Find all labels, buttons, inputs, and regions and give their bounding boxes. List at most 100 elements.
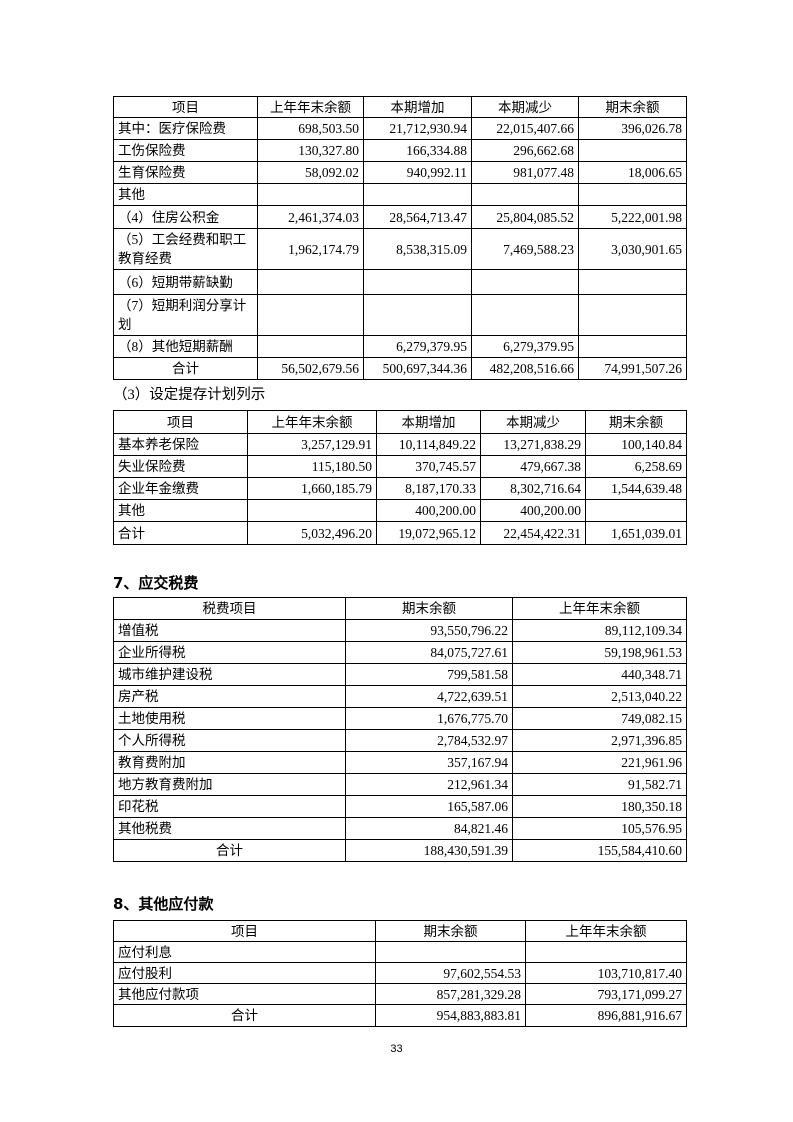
cell-value: 166,334.88 [363, 139, 472, 162]
table-row: 失业保险费 115,180.50 370,745.57 479,667.38 6,258… [113, 455, 687, 478]
table-row: 企业年金缴费 1,660,185.79 8,187,170.33 8,302,716.… [113, 477, 687, 500]
table-row: （8）其他短期薪酬 6,279,379.95 6,279,379.95 [113, 335, 687, 358]
taxes-payable-table: 税费项目 期末余额 上年年末余额 增值税 93,550,796.22 89,112,109… [113, 597, 687, 862]
cell-value: 799,581.58 [345, 663, 513, 686]
row-label: 合计 [113, 1004, 376, 1027]
table-row: 个人所得税 2,784,532.97 2,971,396.85 [113, 729, 687, 752]
cell-value: 1,660,185.79 [247, 477, 377, 500]
other-payables-heading: 8、其他应付款 [113, 895, 214, 913]
cell-value [257, 294, 364, 336]
cell-value [363, 183, 472, 206]
cell-value: 180,350.18 [512, 795, 687, 818]
cell-value [578, 269, 687, 295]
page-number: 33 [390, 1043, 403, 1055]
row-label: 合计 [113, 357, 258, 380]
cell-value: 59,198,961.53 [512, 641, 687, 664]
cell-value: 4,722,639.51 [345, 685, 513, 708]
cell-value: 2,461,374.03 [257, 205, 364, 229]
cell-value: 89,112,109.34 [512, 619, 687, 642]
column-header: 期末余额 [345, 597, 513, 620]
cell-value: 7,469,588.23 [471, 228, 579, 270]
row-label: 合计 [113, 839, 346, 862]
table-row: 工伤保险费 130,327.80 166,334.88 296,662.68 [113, 139, 687, 162]
cell-value [578, 294, 687, 336]
column-header: 税费项目 [113, 597, 346, 620]
cell-value: 6,279,379.95 [471, 335, 579, 358]
cell-value: 857,281,329.28 [375, 983, 526, 1005]
table-row: （5）工会经费和职工教育经费 1,962,174.79 8,538,315.09 7,… [113, 228, 687, 270]
cell-value: 698,503.50 [257, 117, 364, 140]
row-label: 其中：医疗保险费 [113, 117, 258, 140]
column-header: 本期增加 [376, 410, 481, 434]
column-header: 上年年末余额 [257, 96, 364, 118]
cell-value [471, 294, 579, 336]
cell-value: 793,171,099.27 [525, 983, 687, 1005]
cell-value: 221,961.96 [512, 751, 687, 774]
cell-value: 8,538,315.09 [363, 228, 472, 270]
cell-value: 1,676,775.70 [345, 707, 513, 730]
row-label: （8）其他短期薪酬 [113, 335, 258, 358]
cell-value: 22,015,407.66 [471, 117, 579, 140]
row-label: （4）住房公积金 [113, 205, 258, 229]
table-row: （7）短期利润分享计划 [113, 294, 687, 336]
row-label: 工伤保险费 [113, 139, 258, 162]
cell-value: 58,092.02 [257, 161, 364, 184]
cell-value [578, 139, 687, 162]
header-row: 项目 上年年末余额 本期增加 本期减少 期末余额 [113, 410, 687, 434]
table-row: 印花税 165,587.06 180,350.18 [113, 795, 687, 818]
table-row: 教育费附加 357,167.94 221,961.96 [113, 751, 687, 774]
row-label: 地方教育费附加 [113, 773, 346, 796]
cell-value: 5,222,001.98 [578, 205, 687, 229]
header-row: 项目 上年年末余额 本期增加 本期减少 期末余额 [113, 96, 687, 118]
cell-value: 91,582.71 [512, 773, 687, 796]
column-header: 项目 [113, 410, 248, 434]
column-header: 本期减少 [480, 410, 586, 434]
row-label: 企业年金缴费 [113, 477, 248, 500]
cell-value: 8,302,716.64 [480, 477, 586, 500]
cell-value: 3,257,129.91 [247, 433, 377, 456]
row-label: （6）短期带薪缺勤 [113, 269, 258, 295]
table-row: 生育保险费 58,092.02 940,992.11 981,077.48 18,006… [113, 161, 687, 184]
table-row: 地方教育费附加 212,961.34 91,582.71 [113, 773, 687, 796]
cell-value: 212,961.34 [345, 773, 513, 796]
column-header: 期末余额 [578, 96, 687, 118]
cell-value [471, 183, 579, 206]
cell-value: 479,667.38 [480, 455, 586, 478]
cell-value [363, 294, 472, 336]
row-label: 应付利息 [113, 941, 376, 963]
row-label: 其他应付款项 [113, 983, 376, 1005]
cell-value: 400,200.00 [480, 499, 586, 522]
taxes-payable-heading: 7、应交税费 [113, 574, 199, 592]
table-row: 基本养老保险 3,257,129.91 10,114,849.22 13,271,83… [113, 433, 687, 456]
cell-value [578, 183, 687, 206]
column-header: 上年年末余额 [512, 597, 687, 620]
cell-value: 8,187,170.33 [376, 477, 481, 500]
cell-value [257, 269, 364, 295]
cell-value: 130,327.80 [257, 139, 364, 162]
row-label: 增值税 [113, 619, 346, 642]
row-label: 应付股利 [113, 962, 376, 984]
cell-value: 28,564,713.47 [363, 205, 472, 229]
total-row: 合计 5,032,496.20 19,072,965.12 22,454,422.31… [113, 521, 687, 545]
table-row: 增值税 93,550,796.22 89,112,109.34 [113, 619, 687, 642]
cell-value: 1,544,639.48 [585, 477, 687, 500]
cell-value [585, 499, 687, 522]
table-row: 城市维护建设税 799,581.58 440,348.71 [113, 663, 687, 686]
cell-value: 115,180.50 [247, 455, 377, 478]
row-label: 生育保险费 [113, 161, 258, 184]
cell-value: 188,430,591.39 [345, 839, 513, 862]
cell-value: 74,991,507.26 [578, 357, 687, 380]
cell-value: 1,962,174.79 [257, 228, 364, 270]
cell-value [525, 941, 687, 963]
row-label: 其他 [113, 183, 258, 206]
row-label: 个人所得税 [113, 729, 346, 752]
cell-value: 5,032,496.20 [247, 521, 377, 545]
table-row: 其中：医疗保险费 698,503.50 21,712,930.94 22,015,40… [113, 117, 687, 140]
cell-value: 954,883,883.81 [375, 1004, 526, 1027]
cell-value: 25,804,085.52 [471, 205, 579, 229]
cell-value: 749,082.15 [512, 707, 687, 730]
total-row: 合计 56,502,679.56 500,697,344.36 482,208,516… [113, 357, 687, 380]
cell-value: 2,513,040.22 [512, 685, 687, 708]
cell-value: 357,167.94 [345, 751, 513, 774]
row-label: 房产税 [113, 685, 346, 708]
